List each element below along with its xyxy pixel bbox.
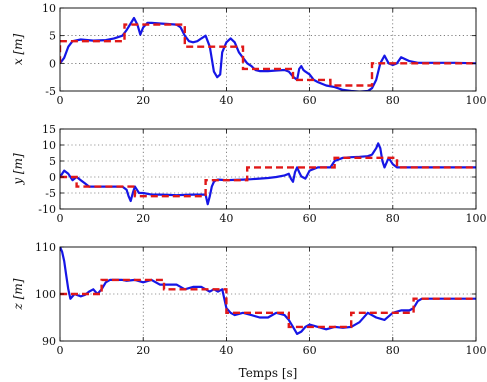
x-tick-label-z-5: 100 xyxy=(466,344,487,357)
series-reference-y xyxy=(60,156,476,198)
y-tick-label-y-1: -5 xyxy=(45,187,56,200)
x-tick-label-x-5: 100 xyxy=(466,94,487,107)
x-tick-label-z-3: 60 xyxy=(303,344,317,357)
series-reference-x xyxy=(60,23,476,87)
x-tick-label-y-0: 0 xyxy=(57,212,64,225)
x-tick-label-x-2: 40 xyxy=(219,94,233,107)
y-tick-label-x-3: 10 xyxy=(42,2,56,15)
x-tick-label-z-4: 80 xyxy=(386,344,400,357)
x-tick-label-y-1: 20 xyxy=(136,212,150,225)
y-tick-label-y-2: 0 xyxy=(49,171,56,184)
panel-z: 0 20 40 60 80 100 90 100 110 z [m] Temps [s] xyxy=(11,241,487,380)
x-tick-label-x-4: 80 xyxy=(386,94,400,107)
y-tick-label-y-3: 5 xyxy=(49,155,56,168)
y-tick-label-z-0: 90 xyxy=(42,335,56,348)
y-tick-label-y-0: -10 xyxy=(38,203,56,216)
y-tick-label-x-0: -5 xyxy=(45,85,56,98)
x-tick-label-y-3: 60 xyxy=(303,212,317,225)
series-measured-x xyxy=(60,16,476,91)
y-axis-label-x: x [m] xyxy=(11,34,25,66)
axes-frame-y xyxy=(59,128,477,210)
x-tick-label-z-2: 40 xyxy=(219,344,233,357)
x-tick-label-x-0: 0 xyxy=(57,94,64,107)
x-tick-label-y-4: 80 xyxy=(386,212,400,225)
x-tick-label-x-1: 20 xyxy=(136,94,150,107)
y-tick-label-y-5: 15 xyxy=(42,123,56,136)
y-tick-label-y-4: 10 xyxy=(42,139,56,152)
y-axis-label-z: z [m] xyxy=(11,278,25,310)
x-tick-label-z-1: 20 xyxy=(136,344,150,357)
y-axis-label-y: y [m] xyxy=(11,153,25,186)
x-axis-label: Temps [s] xyxy=(239,366,298,380)
axes-frame-x xyxy=(59,7,477,92)
x-tick-label-y-5: 100 xyxy=(466,212,487,225)
series-reference-z xyxy=(60,278,476,329)
series-measured-y xyxy=(60,142,476,206)
x-tick-label-z-0: 0 xyxy=(57,344,64,357)
y-tick-label-z-1: 100 xyxy=(35,288,56,301)
y-tick-label-x-1: 0 xyxy=(49,57,56,70)
y-tick-label-z-2: 110 xyxy=(35,241,56,254)
y-tick-label-x-2: 5 xyxy=(49,30,56,43)
x-tick-label-y-2: 40 xyxy=(219,212,233,225)
series-measured-z xyxy=(60,247,476,335)
x-tick-label-x-3: 60 xyxy=(303,94,317,107)
